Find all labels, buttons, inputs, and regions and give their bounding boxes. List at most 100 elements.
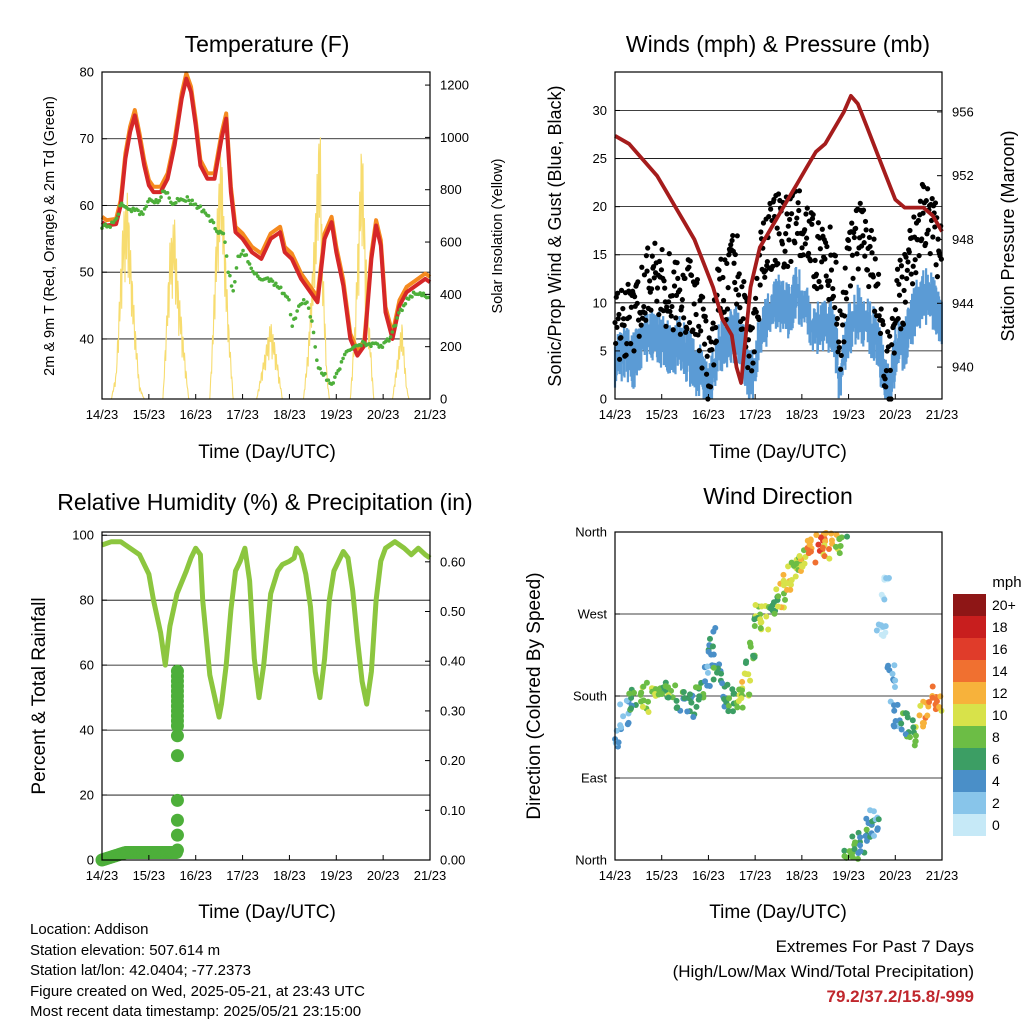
- gust-point: [839, 322, 846, 328]
- gust-point: [718, 256, 724, 262]
- elevation-text: Station elevation: 507.614 m: [30, 941, 221, 959]
- gust-point: [677, 331, 684, 337]
- colorbar-label: 12: [992, 685, 1008, 701]
- gust-point: [663, 323, 669, 329]
- dewpoint-point: [183, 199, 188, 203]
- gust-point: [877, 330, 884, 337]
- direction-point: [906, 734, 913, 741]
- gust-point: [904, 267, 910, 273]
- gust-point: [618, 335, 624, 341]
- direction-point: [912, 738, 919, 745]
- direction-point: [757, 625, 764, 632]
- direction-point: [747, 677, 754, 684]
- direction-point: [862, 833, 869, 840]
- gust-point: [775, 191, 782, 197]
- gust-point: [716, 267, 722, 273]
- direction-point: [639, 703, 646, 710]
- gust-point: [771, 196, 777, 203]
- extremes-values: 79.2/37.2/15.8/-999: [826, 987, 974, 1006]
- gust-point: [739, 284, 745, 290]
- gust-point: [638, 322, 644, 328]
- colorbar-label: 16: [992, 641, 1008, 657]
- direction-point: [926, 699, 933, 706]
- y-tick-label: 20: [80, 788, 94, 803]
- y-right-tick-label: 0.30: [440, 703, 465, 718]
- gust-point: [729, 237, 735, 244]
- direction-point: [690, 714, 697, 721]
- y-tick-label: 0: [600, 392, 607, 407]
- gust-point: [639, 264, 645, 270]
- winds-ylabel-right: Station Pressure (Maroon): [998, 130, 1018, 341]
- gust-point: [707, 384, 714, 390]
- dewpoint-point: [201, 208, 206, 212]
- precip-point: [170, 664, 184, 678]
- colorbar-swatch: [953, 792, 986, 814]
- gust-point: [799, 245, 805, 251]
- direction-point: [615, 739, 622, 746]
- gust-point: [648, 307, 654, 313]
- x-tick-label: 18/23: [273, 407, 306, 422]
- direction-point: [870, 832, 877, 839]
- gust-point: [889, 342, 895, 348]
- gust-point: [876, 313, 882, 319]
- y-right-tick-label: 0.10: [440, 803, 465, 818]
- gust-point: [923, 240, 929, 247]
- gust-point: [837, 308, 843, 314]
- gust-point: [651, 275, 657, 281]
- x-tick-label: 19/23: [832, 868, 865, 883]
- x-tick-label: 16/23: [692, 868, 725, 883]
- direction-point: [819, 544, 826, 551]
- gust-point: [690, 327, 696, 333]
- created-text: Figure created on Wed, 2025-05-21, at 23…: [30, 982, 365, 1000]
- x-tick-label: 21/23: [926, 868, 959, 883]
- gust-point: [908, 271, 914, 277]
- direction-point: [684, 708, 691, 715]
- direction-point: [645, 708, 652, 715]
- gust-point: [847, 283, 854, 289]
- gust-point: [929, 196, 935, 202]
- gust-point: [796, 188, 803, 194]
- gust-point: [762, 267, 769, 274]
- gust-point: [658, 267, 665, 273]
- gust-point: [700, 294, 706, 300]
- y-right-tick-label: 400: [440, 287, 462, 302]
- x-tick-label: 20/23: [367, 868, 400, 883]
- direction-point: [626, 690, 633, 697]
- dewpoint-point: [228, 273, 232, 278]
- gust-point: [930, 234, 936, 240]
- gust-point: [785, 223, 791, 229]
- temperature-xlabel: Time (Day/UTC): [198, 442, 336, 463]
- gust-point: [809, 215, 816, 222]
- y-tick-label: 5: [600, 343, 607, 358]
- gust-point: [698, 328, 704, 334]
- direction-point: [620, 713, 627, 720]
- gust-point: [907, 227, 913, 234]
- gust-point: [921, 184, 927, 190]
- gust-point: [838, 366, 844, 372]
- dewpoint-point: [387, 339, 391, 343]
- gust-point: [904, 275, 910, 282]
- gust-point: [636, 333, 642, 339]
- dewpoint-point: [397, 310, 401, 315]
- x-tick-label: 17/23: [226, 868, 259, 883]
- direction-point: [822, 529, 829, 536]
- gust-point: [807, 258, 814, 264]
- gust-point: [775, 261, 781, 267]
- gust-point: [682, 275, 688, 282]
- dewpoint-point: [190, 198, 194, 203]
- gust-point: [666, 251, 672, 257]
- gust-point: [855, 266, 861, 272]
- direction-point: [738, 695, 745, 702]
- direction-point: [841, 847, 848, 854]
- direction-ylabel-left: Direction (Colored By Speed): [524, 572, 545, 819]
- gust-point: [628, 304, 634, 310]
- gust-point: [625, 281, 631, 287]
- gust-point: [626, 314, 632, 320]
- direction-point: [891, 707, 898, 714]
- station-info: Location: Addison Station elevation: 507…: [30, 920, 365, 1023]
- direction-point: [739, 678, 746, 685]
- direction-point: [688, 699, 695, 706]
- direction-point: [875, 816, 882, 823]
- gust-point: [788, 211, 795, 217]
- direction-point: [863, 837, 870, 844]
